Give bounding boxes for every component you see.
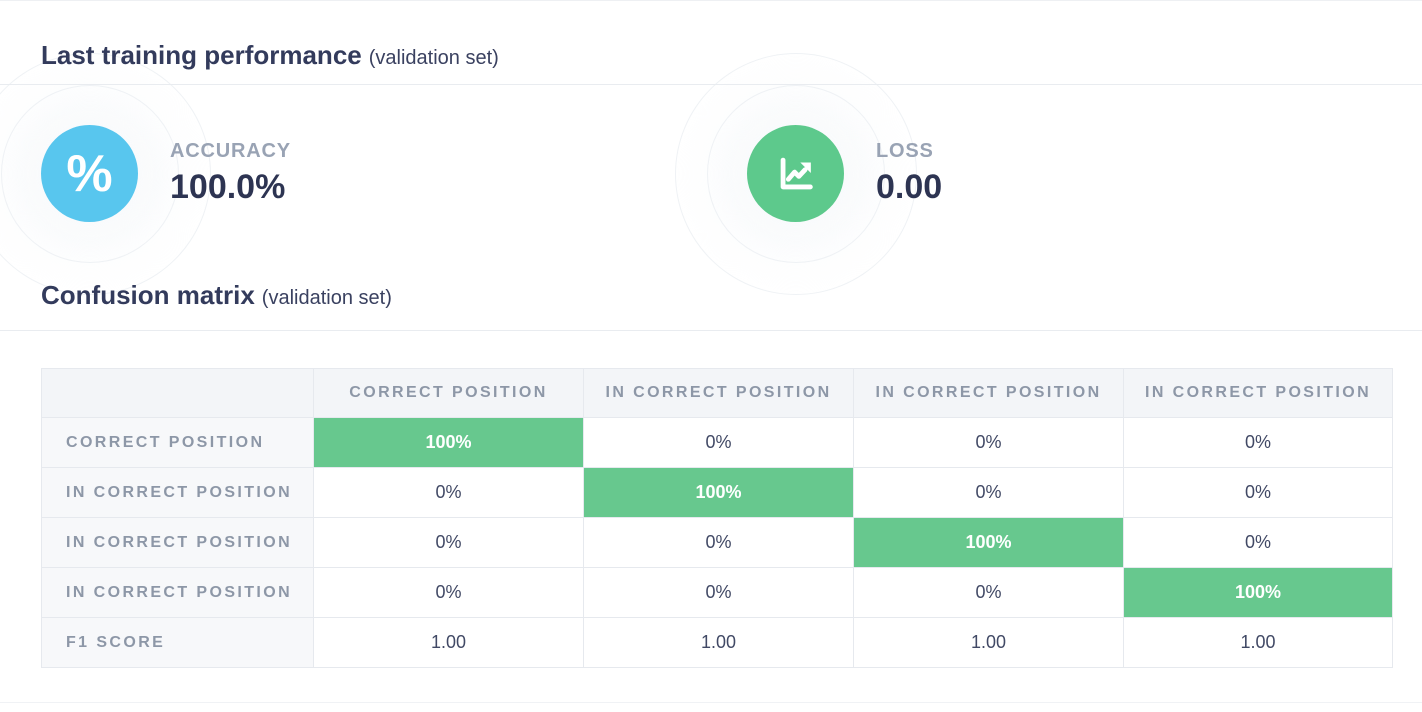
table-row: F1 SCORE 1.00 1.00 1.00 1.00 <box>41 617 1393 668</box>
table-row: IN CORRECT POSITION 0% 0% 100% 0% <box>41 517 1393 568</box>
confusion-matrix-header: CORRECT POSITION IN CORRECT POSITION IN CO… <box>41 368 1393 418</box>
matrix-cell: 0% <box>853 567 1124 618</box>
page-title: Last training performance <box>41 40 362 70</box>
column-header: IN CORRECT POSITION <box>583 368 854 418</box>
chart-line-icon <box>747 125 844 222</box>
table-row: IN CORRECT POSITION 0% 0% 0% 100% <box>41 567 1393 618</box>
matrix-cell: 0% <box>583 567 854 618</box>
matrix-cell: 0% <box>583 517 854 568</box>
accuracy-value: 100.0% <box>170 168 286 206</box>
matrix-cell: 0% <box>313 467 584 518</box>
table-row: IN CORRECT POSITION 0% 100% 0% 0% <box>41 467 1393 518</box>
section-title: Confusion matrix <box>41 280 255 310</box>
top-divider <box>0 0 1422 1</box>
column-header: CORRECT POSITION <box>313 368 584 418</box>
section-divider <box>0 330 1422 331</box>
matrix-cell: 0% <box>1123 417 1393 468</box>
matrix-cell: 1.00 <box>853 617 1124 668</box>
confusion-matrix-heading: Confusion matrix (validation set) <box>41 280 392 311</box>
accuracy-metric: % ACCURACY 100.0% <box>41 125 291 222</box>
matrix-cell: 0% <box>853 417 1124 468</box>
column-header: IN CORRECT POSITION <box>1123 368 1393 418</box>
bottom-divider <box>0 702 1422 703</box>
matrix-cell-diagonal: 100% <box>583 467 854 518</box>
loss-value: 0.00 <box>876 168 943 206</box>
row-label: IN CORRECT POSITION <box>41 567 314 618</box>
matrix-cell: 0% <box>1123 467 1393 518</box>
matrix-cell: 1.00 <box>313 617 584 668</box>
confusion-matrix-table: CORRECT POSITION IN CORRECT POSITION IN CO… <box>41 368 1393 668</box>
row-label: CORRECT POSITION <box>41 417 314 468</box>
matrix-cell-diagonal: 100% <box>1123 567 1393 618</box>
section-title-suffix: (validation set) <box>261 287 392 309</box>
matrix-cell: 1.00 <box>583 617 854 668</box>
training-performance-heading: Last training performance (validation set… <box>41 40 499 71</box>
matrix-cell: 0% <box>1123 517 1393 568</box>
matrix-cell-diagonal: 100% <box>313 417 584 468</box>
row-label: IN CORRECT POSITION <box>41 467 314 518</box>
matrix-cell: 0% <box>583 417 854 468</box>
row-label: F1 SCORE <box>41 617 314 668</box>
column-header: IN CORRECT POSITION <box>853 368 1124 418</box>
matrix-cell: 0% <box>313 517 584 568</box>
accuracy-label: ACCURACY <box>170 140 291 162</box>
row-label: IN CORRECT POSITION <box>41 517 314 568</box>
table-row: CORRECT POSITION 100% 0% 0% 0% <box>41 417 1393 468</box>
section-divider <box>0 84 1422 85</box>
percent-icon: % <box>41 125 138 222</box>
matrix-cell: 0% <box>853 467 1124 518</box>
page-title-suffix: (validation set) <box>368 47 499 69</box>
corner-cell <box>41 368 314 418</box>
matrix-cell-diagonal: 100% <box>853 517 1124 568</box>
matrix-cell: 1.00 <box>1123 617 1393 668</box>
matrix-cell: 0% <box>313 567 584 618</box>
loss-label: LOSS <box>876 140 934 162</box>
loss-metric: LOSS 0.00 <box>747 125 942 222</box>
confusion-matrix-body: CORRECT POSITION 100% 0% 0% 0% IN CORRECT POS… <box>41 417 1393 668</box>
